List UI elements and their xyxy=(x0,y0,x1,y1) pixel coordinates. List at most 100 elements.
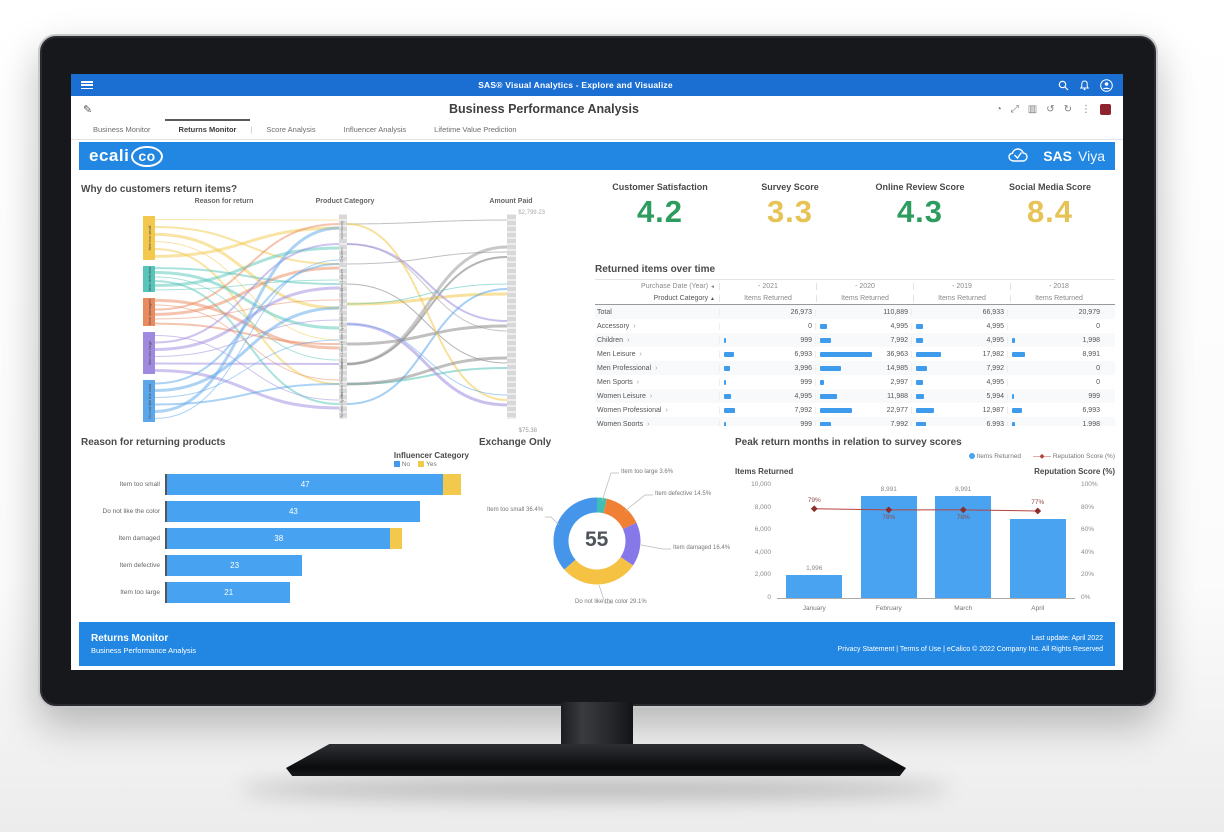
donut-slice[interactable] xyxy=(620,522,641,566)
flow-link[interactable] xyxy=(154,226,340,265)
bar-yes-segment[interactable] xyxy=(443,473,461,495)
legend-item-yes[interactable]: Yes xyxy=(418,461,437,468)
flow-link[interactable] xyxy=(154,243,340,344)
bar-group[interactable]: 23 xyxy=(165,554,303,576)
flow-link[interactable] xyxy=(346,288,508,405)
bar-no-segment[interactable]: 23 xyxy=(167,554,303,576)
bar-group[interactable]: 47 xyxy=(165,473,461,495)
drill-icon[interactable]: › xyxy=(665,406,668,414)
reason-node[interactable] xyxy=(143,298,155,326)
bar-no-segment[interactable]: 21 xyxy=(167,581,291,603)
legend-items-returned[interactable]: Items Returned xyxy=(968,452,1021,460)
flow-link[interactable] xyxy=(154,322,340,345)
reason-node[interactable] xyxy=(143,216,155,260)
tab-lifetime-value-prediction[interactable]: Lifetime Value Prediction xyxy=(434,125,517,134)
drill-icon[interactable]: › xyxy=(627,336,630,344)
flow-link[interactable] xyxy=(154,263,340,385)
month-bar[interactable] xyxy=(935,496,992,598)
flow-link[interactable] xyxy=(346,219,508,225)
flow-chart[interactable]: Item too small Item defective Item damaged… xyxy=(81,212,551,422)
year-header[interactable]: - 2020 xyxy=(816,282,913,290)
layout-icon[interactable]: ▥ xyxy=(1027,103,1038,115)
more-options-icon[interactable]: ⋮ xyxy=(1081,103,1091,115)
flow-link[interactable] xyxy=(154,223,340,311)
flow-link[interactable] xyxy=(154,339,340,398)
report-package-icon[interactable] xyxy=(1100,103,1111,115)
reason-node[interactable] xyxy=(143,380,155,422)
flow-link[interactable] xyxy=(154,232,340,310)
redo-icon[interactable]: ↻ xyxy=(1063,103,1072,115)
user-avatar-icon[interactable] xyxy=(1100,78,1113,92)
table-row[interactable]: Women Leisure › 4,995 11,988 5,994 999 xyxy=(595,389,1115,403)
insights-icon[interactable]: ◔ xyxy=(995,103,1002,115)
tab-business-monitor[interactable]: Business Monitor xyxy=(93,125,151,134)
flow-link[interactable] xyxy=(154,306,340,392)
drill-icon[interactable]: › xyxy=(636,378,640,386)
bar-no-segment[interactable]: 43 xyxy=(167,500,420,522)
table-row[interactable]: Men Professional › 3,996 14,985 7,992 0 xyxy=(595,361,1115,375)
bar-group[interactable]: 21 xyxy=(165,581,291,603)
reason-node[interactable] xyxy=(143,266,155,292)
flow-link[interactable] xyxy=(346,323,508,396)
year-header[interactable]: - 2021 xyxy=(719,282,816,290)
flow-link[interactable] xyxy=(154,271,340,330)
footer-legal-links[interactable]: Privacy Statement | Terms of Use | eCali… xyxy=(837,646,1103,653)
month-bar[interactable] xyxy=(1009,518,1066,598)
column-sort-purchase-date[interactable]: Purchase Date (Year) ◄ xyxy=(641,282,715,290)
flow-link[interactable] xyxy=(154,226,340,413)
table-row[interactable]: Children › 999 7,992 4,995 1,998 xyxy=(595,333,1115,347)
flow-link[interactable] xyxy=(154,226,340,258)
kpi-value[interactable]: 3.3 xyxy=(766,194,814,229)
flow-link[interactable] xyxy=(154,369,340,410)
drill-icon[interactable]: › xyxy=(655,364,658,372)
menu-icon[interactable] xyxy=(81,81,93,89)
flow-link[interactable] xyxy=(154,304,340,381)
flow-link[interactable] xyxy=(346,356,508,386)
undo-icon[interactable]: ↺ xyxy=(1046,103,1055,115)
month-bar[interactable] xyxy=(786,575,843,598)
line-marker[interactable] xyxy=(959,506,967,514)
line-marker[interactable] xyxy=(810,505,818,513)
donut-slice[interactable] xyxy=(596,497,607,514)
line-marker[interactable] xyxy=(885,506,893,514)
flow-link[interactable] xyxy=(346,243,508,322)
flow-link[interactable] xyxy=(154,259,340,419)
drill-icon[interactable]: › xyxy=(647,420,650,427)
donut-slice[interactable] xyxy=(553,497,598,570)
legend-reputation-score[interactable]: —◆— Reputation Score (%) xyxy=(1033,453,1115,460)
table-row[interactable]: Men Leisure › 6,993 36,963 17,982 8,991 xyxy=(595,347,1115,361)
drill-icon[interactable]: › xyxy=(639,350,642,358)
drill-icon[interactable]: › xyxy=(633,322,636,330)
drill-icon[interactable]: › xyxy=(649,392,653,400)
bar-no-segment[interactable]: 47 xyxy=(167,473,444,495)
donut-slice[interactable] xyxy=(564,556,633,585)
line-marker[interactable] xyxy=(1034,507,1042,515)
bar-group[interactable]: 38 xyxy=(165,527,403,549)
flow-link[interactable] xyxy=(346,283,508,305)
table-row[interactable]: Accessory › 0 4,995 4,995 0 xyxy=(595,319,1115,333)
flow-link[interactable] xyxy=(346,292,508,306)
flow-link[interactable] xyxy=(154,267,340,285)
tab-returns-monitor[interactable]: Returns Monitor xyxy=(164,119,251,139)
kpi-value[interactable]: 4.2 xyxy=(636,194,684,229)
flow-link[interactable] xyxy=(346,324,508,346)
edit-pencil-icon[interactable]: ✎ xyxy=(83,103,93,116)
reason-node[interactable] xyxy=(143,332,155,374)
table-row[interactable]: Women Sports › 999 7,992 6,993 1,998 xyxy=(595,417,1115,426)
tab-influencer-analysis[interactable]: Influencer Analysis xyxy=(343,125,407,134)
legend-item-no[interactable]: No xyxy=(393,461,410,468)
column-sort-product-category[interactable]: Product Category ▲ xyxy=(653,294,715,302)
search-icon[interactable] xyxy=(1058,80,1069,91)
flow-link[interactable] xyxy=(154,279,340,291)
year-header[interactable]: - 2018 xyxy=(1010,282,1107,290)
bar-yes-segment[interactable] xyxy=(390,527,403,549)
bar-no-segment[interactable]: 38 xyxy=(167,527,391,549)
month-bar[interactable] xyxy=(860,496,917,598)
flow-link[interactable] xyxy=(154,299,340,320)
flow-link[interactable] xyxy=(346,251,508,265)
flow-link[interactable] xyxy=(154,362,340,365)
tab-score-analysis[interactable]: Score Analysis xyxy=(266,125,316,134)
kpi-value[interactable]: 8.4 xyxy=(1026,194,1074,229)
flow-link[interactable] xyxy=(346,245,508,366)
notifications-bell-icon[interactable] xyxy=(1079,79,1090,91)
